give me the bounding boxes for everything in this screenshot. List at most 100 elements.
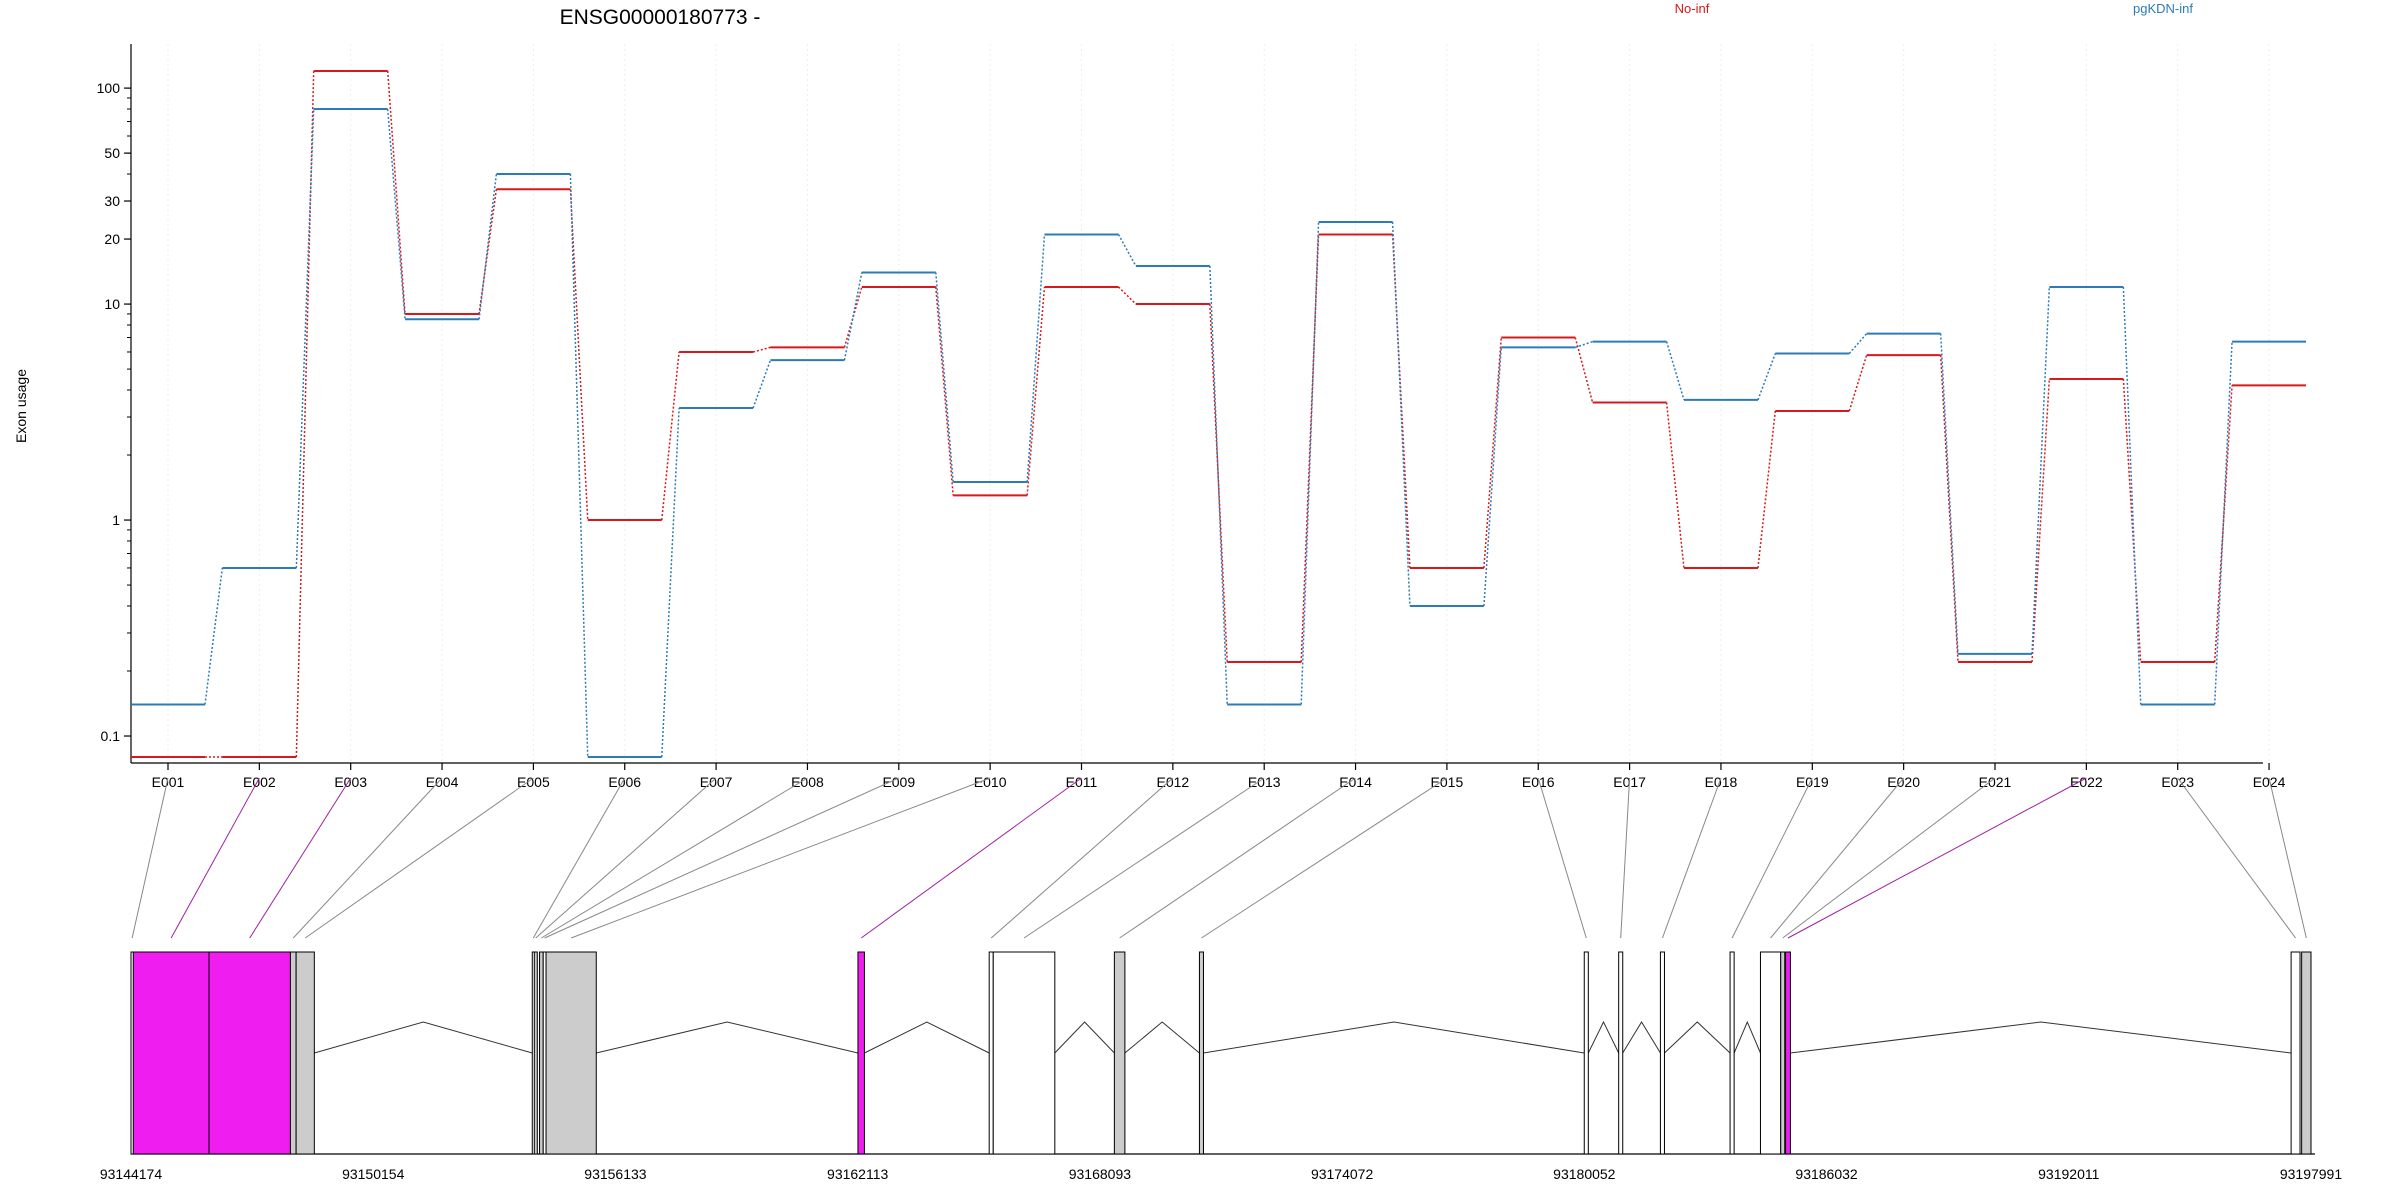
x-tick-label: E001 <box>152 774 185 790</box>
exon-connector-e009 <box>544 777 900 939</box>
series-connector <box>1665 402 1685 569</box>
exon-connector-e022 <box>1787 777 2087 939</box>
exon-box-e015 <box>1198 951 1204 1155</box>
exon-box-e003 <box>208 951 291 1155</box>
x-tick-label: E012 <box>1156 774 1189 790</box>
exon-box-e008 <box>539 951 544 1155</box>
intron-line <box>864 1021 990 1054</box>
intron-line <box>596 1021 859 1054</box>
series-no-inf <box>131 69 2307 758</box>
series-connector <box>1391 234 1411 568</box>
exon-connector-lines <box>131 777 2307 939</box>
series-connector <box>569 174 589 757</box>
exon-box-e011 <box>857 951 865 1155</box>
exon-connector-e008 <box>541 777 808 939</box>
series-connector <box>295 108 315 568</box>
series-connector <box>1483 337 1502 569</box>
x-tick-label: E014 <box>1339 774 1372 790</box>
y-tick-label: 50 <box>104 145 120 161</box>
exon-connector-e021 <box>1782 777 1996 939</box>
intron-line <box>1664 1021 1731 1054</box>
series-connector <box>1026 286 1046 496</box>
x-tick-label: E003 <box>334 774 367 790</box>
exon-box-e023 <box>2290 951 2301 1155</box>
intron-line <box>314 1021 533 1054</box>
y-tick-label: 100 <box>97 80 121 96</box>
exon-connector-e006 <box>532 777 626 939</box>
exon-connector-e023 <box>2177 777 2296 939</box>
exon-connector-e002 <box>170 777 260 939</box>
exon-connector-e020 <box>1770 777 1905 939</box>
series-connector <box>204 567 224 705</box>
y-tick-label: 10 <box>104 296 120 312</box>
intron-line <box>1124 1021 1200 1054</box>
exon-connector-e019 <box>1731 777 1813 939</box>
exon-box-e022 <box>1785 951 1791 1155</box>
series-connector <box>2213 341 2233 705</box>
x-tick-label: E005 <box>517 774 550 790</box>
series-connector <box>1665 341 1685 401</box>
series-connector <box>1300 221 1320 705</box>
series-connector <box>752 359 772 409</box>
series-connector <box>1483 347 1502 607</box>
x-tick-label: E018 <box>1705 774 1738 790</box>
exon-connector-e016 <box>1537 777 1587 939</box>
exon-connector-e014 <box>1119 777 1356 939</box>
exon-connector-e012 <box>990 777 1174 939</box>
x-tick-label: E004 <box>426 774 459 790</box>
series-connector <box>661 408 680 757</box>
series-connector <box>569 189 589 521</box>
y-axis-label: Exon usage <box>13 369 29 443</box>
series-connector <box>2122 286 2142 705</box>
intron-line <box>1790 1021 2292 1054</box>
x-tick-label: E023 <box>2161 774 2194 790</box>
x-tick-label: E002 <box>243 774 276 790</box>
exon-box-e019 <box>1729 951 1735 1155</box>
series-connector <box>1575 340 1593 349</box>
series-pgkdn-inf <box>131 108 2307 758</box>
genomic-tick-label: 93174072 <box>1311 1166 1374 1182</box>
exon-box-e007 <box>533 951 538 1155</box>
exon-connector-e017 <box>1620 777 1631 939</box>
exon-connector-e003 <box>249 777 352 939</box>
genomic-tick-label: 93186032 <box>1795 1166 1858 1182</box>
series-connector <box>1117 234 1137 267</box>
series-connector <box>478 189 498 315</box>
exon-box-e020 <box>1759 951 1782 1155</box>
series-connector <box>1939 333 1959 654</box>
series-connector <box>1848 333 1868 355</box>
series-connector <box>2031 286 2051 654</box>
x-tick-label: E024 <box>2253 774 2286 790</box>
exon-box-e017 <box>1618 951 1624 1155</box>
exon-connector-e010 <box>570 777 991 939</box>
exon-connector-e018 <box>1661 777 1722 939</box>
series-connector <box>1574 337 1594 403</box>
exon-box-e012 <box>988 951 994 1155</box>
genomic-tick-label: 93156133 <box>584 1166 647 1182</box>
series-connector <box>1848 354 1868 412</box>
exon-connector-e007 <box>535 777 717 939</box>
series-connector <box>1757 353 1777 401</box>
y-tick-label: 30 <box>104 193 120 209</box>
x-tick-label: E010 <box>974 774 1007 790</box>
genomic-tick-label: 93144174 <box>100 1166 163 1182</box>
exon-connector-e001 <box>131 777 169 939</box>
x-tick-label: E013 <box>1248 774 1281 790</box>
x-tick-label: E020 <box>1887 774 1920 790</box>
exon-connector-e013 <box>1023 777 1265 939</box>
exon-box-e021 <box>1780 951 1786 1155</box>
genomic-tick-label: 93197991 <box>2280 1166 2343 1182</box>
intron-line <box>1587 1020 1620 1054</box>
y-tick-label: 0.1 <box>101 728 121 744</box>
genomic-tick-label: 93192011 <box>2038 1166 2099 1182</box>
exon-box-e018 <box>1659 951 1665 1155</box>
series-connector <box>1026 234 1046 483</box>
series-connector <box>478 173 498 320</box>
x-tick-label: E006 <box>608 774 641 790</box>
series-connector <box>1757 410 1777 569</box>
exon-connector-e024 <box>2268 777 2307 939</box>
intron-line <box>1622 1021 1661 1054</box>
genomic-tick-label: 93168093 <box>1069 1166 1132 1182</box>
y-tick-label: 1 <box>112 512 120 528</box>
